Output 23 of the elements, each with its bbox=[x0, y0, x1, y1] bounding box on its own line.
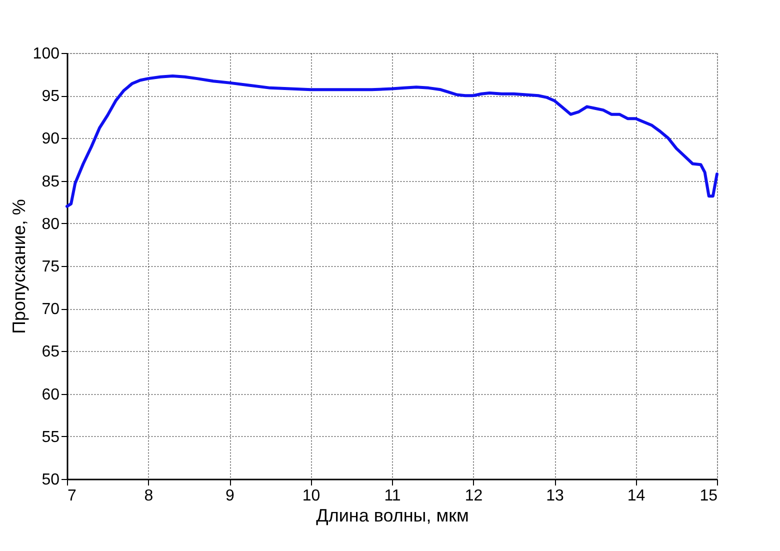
y-tick-label: 55 bbox=[42, 428, 60, 446]
x-tick-label: 10 bbox=[302, 488, 320, 504]
x-tick-label: 7 bbox=[68, 488, 76, 504]
y-tick-label: 90 bbox=[42, 130, 60, 148]
x-tick-label: 14 bbox=[627, 488, 646, 504]
x-tick-label: 15 bbox=[700, 488, 718, 504]
y-tick-label: 50 bbox=[42, 472, 60, 488]
y-tick-label: 85 bbox=[42, 173, 60, 190]
y-tick-label: 80 bbox=[42, 216, 60, 233]
y-tick-label: 70 bbox=[42, 301, 60, 318]
x-tick-label: 8 bbox=[144, 488, 154, 504]
x-tick-label: 9 bbox=[226, 488, 235, 504]
y-tick-label: 100 bbox=[32, 46, 60, 62]
y-tick-label: 60 bbox=[42, 386, 60, 404]
y-axis-title: Пропускание, % bbox=[8, 199, 29, 334]
x-tick-label: 11 bbox=[384, 488, 401, 504]
line-series bbox=[66, 74, 718, 208]
y-tick-label: 75 bbox=[42, 258, 60, 276]
x-axis-title: Длина волны, мкм bbox=[316, 506, 469, 526]
y-tick-label: 65 bbox=[42, 344, 60, 361]
x-tick-label: 12 bbox=[464, 488, 483, 504]
x-tick-label: 13 bbox=[546, 488, 564, 504]
y-tick-label: 95 bbox=[42, 88, 60, 106]
